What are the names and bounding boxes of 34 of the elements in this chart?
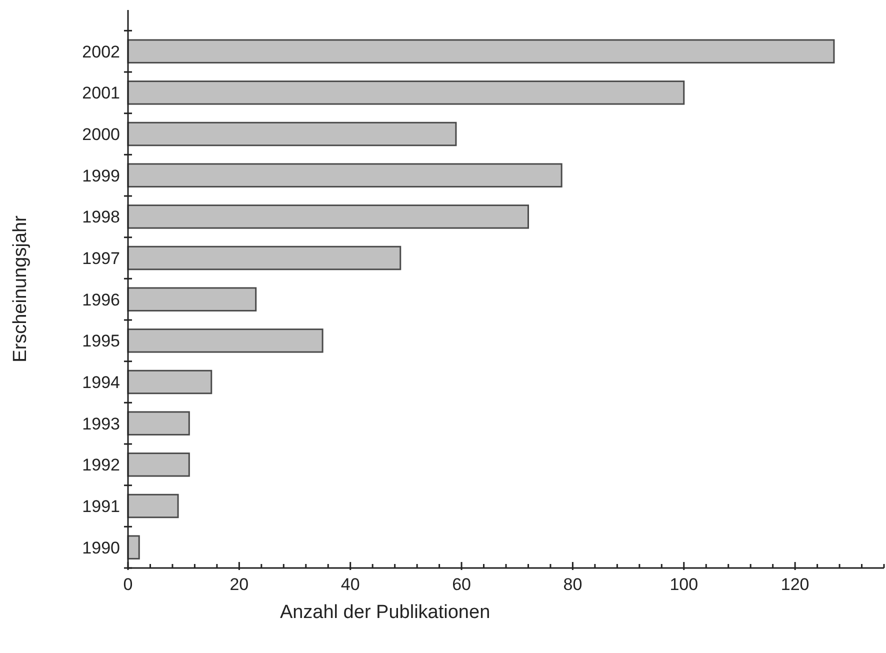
x-tick-label: 80 [563, 575, 582, 594]
y-tick-label: 1993 [82, 414, 120, 434]
y-tick-label: 2002 [82, 42, 120, 62]
y-tick-label: 2001 [82, 84, 120, 103]
x-tick-label: 60 [452, 575, 471, 594]
x-tick-label: 40 [340, 575, 360, 594]
bar [127, 370, 212, 394]
bar [127, 287, 257, 312]
y-tick-label: 1995 [82, 332, 120, 351]
y-tick-label: 1996 [82, 290, 120, 310]
bar [127, 204, 529, 229]
x-tick-label: 120 [780, 575, 810, 594]
bar [127, 163, 562, 188]
bar [127, 122, 457, 146]
bar [127, 246, 402, 270]
x-tick-label: 0 [123, 575, 133, 594]
bar [127, 328, 324, 353]
y-tick-label: 1998 [82, 208, 120, 227]
x-tick-label: 20 [230, 575, 249, 594]
x-axis-title: Anzahl der Publikationen [280, 602, 490, 623]
bar [127, 80, 685, 105]
y-axis-title: Erscheinungsjahr [10, 214, 31, 362]
y-tick-label: 2000 [82, 124, 120, 144]
y-tick-label: 1997 [82, 248, 120, 268]
bar [127, 494, 179, 518]
bar [127, 411, 190, 436]
bar [127, 39, 835, 64]
x-tick-label: 100 [670, 575, 698, 594]
y-tick-label: 1999 [82, 166, 120, 186]
y-tick-label: 1994 [82, 372, 120, 392]
y-tick-label: 1991 [82, 496, 120, 516]
y-tick-label: 1992 [82, 456, 120, 475]
y-tick-label: 1990 [82, 538, 120, 558]
bar [127, 452, 190, 477]
